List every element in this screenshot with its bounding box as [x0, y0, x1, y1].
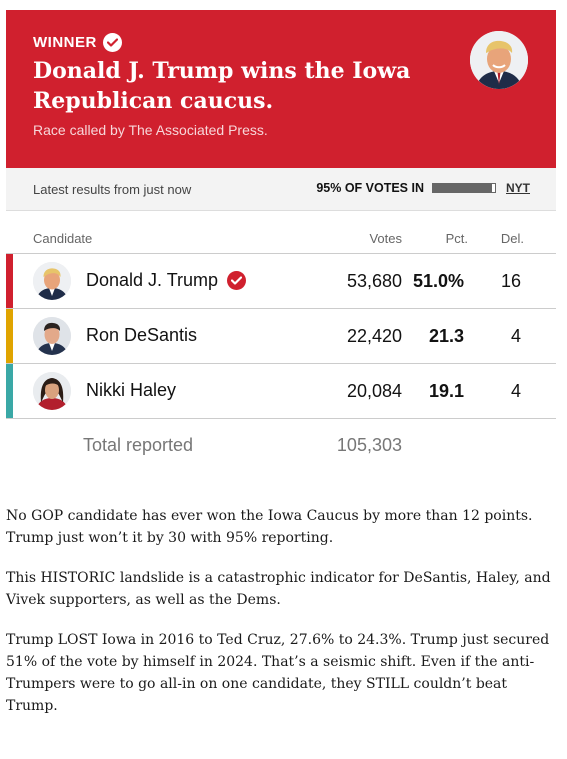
votes-cell: 22,420 [346, 326, 402, 346]
desantis-avatar [33, 317, 71, 355]
pct-cell: 51.0% [412, 271, 464, 291]
post-paragraph: No GOP candidate has ever won the Iowa C… [6, 508, 533, 546]
candidate-row-desantis: Ron DeSantis 22,420 21.3 4 [6, 309, 556, 364]
delegates-cell: 16 [500, 271, 521, 291]
candidate-name-cell: Donald J. Trump [86, 270, 247, 291]
candidate-name: Donald J. Trump [86, 270, 219, 290]
pct-cell: 21.3 [428, 326, 464, 346]
candidate-name-cell: Ron DeSantis [86, 325, 197, 346]
party-color-bar [6, 364, 13, 418]
haley-avatar [33, 372, 71, 410]
delegates-cell: 4 [510, 381, 521, 401]
delegates-cell: 4 [510, 326, 521, 346]
results-table: Candidate Votes Pct. Del. Donald J. Trum… [6, 217, 556, 473]
candidate-name: Ron DeSantis [86, 325, 198, 345]
election-results-card: WINNER Donald J. Trump wins the Iowa Rep… [6, 10, 556, 473]
winner-label: WINNER [33, 34, 97, 51]
candidate-name-cell: Nikki Haley [86, 380, 176, 401]
party-color-bar [6, 254, 13, 308]
candidate-name: Nikki Haley [86, 380, 177, 400]
header-votes: Votes [369, 231, 402, 246]
winner-check-icon [102, 33, 122, 52]
post-paragraph: This HISTORIC landslide is a catastrophi… [6, 570, 551, 608]
latest-results-text: Latest results from just now [33, 182, 192, 197]
votes-cell: 53,680 [346, 271, 402, 291]
winner-banner: WINNER Donald J. Trump wins the Iowa Rep… [6, 10, 556, 168]
candidate-row-haley: Nikki Haley 20,084 19.1 4 [6, 364, 556, 419]
post-paragraph: Trump LOST Iowa in 2016 to Ted Cruz, 27.… [6, 632, 550, 714]
header-del: Del. [500, 231, 524, 246]
total-reported-row: Total reported 105,303 [6, 419, 556, 473]
table-header: Candidate Votes Pct. Del. [6, 217, 556, 254]
results-status-bar: Latest results from just now 95% OF VOTE… [6, 168, 556, 211]
headline: Donald J. Trump wins the Iowa Republican… [33, 58, 411, 114]
candidate-row-trump: Donald J. Trump 53,680 51.0% 16 [6, 254, 556, 309]
reporting-progress-fill [433, 184, 492, 192]
reporting-progress-bar [432, 183, 496, 193]
total-reported-votes: 105,303 [336, 435, 402, 455]
votes-in-label: 95% OF VOTES IN [316, 181, 424, 195]
reporting-status: 95% OF VOTES IN NYT [316, 181, 530, 195]
total-reported-label: Total reported [83, 435, 194, 455]
post-text: No GOP candidate has ever won the Iowa C… [6, 505, 558, 735]
winner-avatar [470, 31, 528, 89]
winner-check-icon [227, 271, 247, 290]
pct-cell: 19.1 [428, 381, 464, 401]
header-pct: Pct. [445, 231, 468, 246]
winner-row: WINNER [33, 33, 122, 52]
source-link[interactable]: NYT [506, 181, 530, 195]
party-color-bar [6, 309, 13, 363]
votes-cell: 20,084 [346, 381, 402, 401]
header-candidate: Candidate [33, 231, 93, 246]
byline: Race called by The Associated Press. [33, 122, 268, 138]
trump-avatar [33, 262, 71, 300]
